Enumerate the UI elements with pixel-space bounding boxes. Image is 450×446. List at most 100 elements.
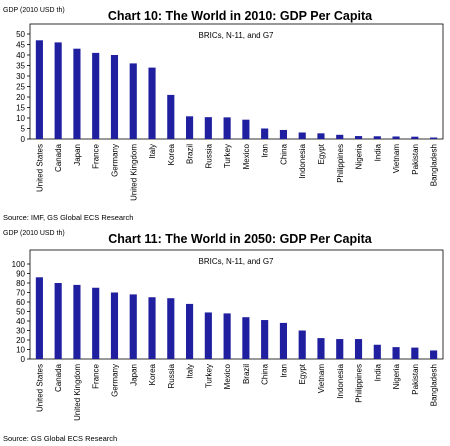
chart-2010-y-tick-label: 5 xyxy=(21,125,26,134)
chart-2050-bar-bangladesh xyxy=(430,350,438,359)
chart-2010-bar-vietnam xyxy=(392,136,400,139)
chart-2050-x-tick-label: Germany xyxy=(110,364,119,397)
chart-2050-bar-egypt xyxy=(298,330,306,359)
chart-2050-bar-china xyxy=(261,320,269,359)
chart-2010-x-tick-label: Pakistan xyxy=(411,144,420,175)
chart-2010-x-tick-label: Russia xyxy=(204,143,213,168)
chart-2050-bar-pakistan xyxy=(411,347,419,359)
chart-2050-bar-france xyxy=(92,287,100,359)
chart-2010-bar-china xyxy=(279,129,287,139)
chart-2010-x-tick-label: France xyxy=(92,143,101,168)
chart-2050-x-tick-label: Brazil xyxy=(242,364,251,384)
chart-2050-x-tick-label: Egypt xyxy=(298,363,307,384)
chart-2050-x-tick-label: Italy xyxy=(186,364,195,379)
chart-2010-bar-iran xyxy=(261,128,269,139)
chart-2010-bar-pakistan xyxy=(411,136,419,139)
chart-2050-x-tick-label: Indonesia xyxy=(336,363,345,398)
chart-2050-y-tick-label: 20 xyxy=(16,336,25,345)
chart-2050-bar-russia xyxy=(167,298,175,359)
chart-2050-y-tick-label: 80 xyxy=(16,279,25,288)
chart-2050-x-tick-label: Bangladesh xyxy=(430,364,439,406)
chart-2050-bar-iran xyxy=(279,322,287,359)
chart-2010-bar-nigeria xyxy=(354,136,363,139)
chart-2050-bar-united-kingdom xyxy=(73,284,81,359)
chart-2050-y-axis-label: GDP (2010 USD th) xyxy=(3,230,65,237)
chart-2010-x-tick-label: Japan xyxy=(73,144,82,166)
chart-2010-y-tick-label: 0 xyxy=(21,135,26,144)
chart-2010-y-tick-label: 45 xyxy=(16,41,25,50)
chart-2050-y-tick-label: 0 xyxy=(21,355,26,364)
chart-2050-x-tick-label: China xyxy=(261,363,270,384)
chart-2010-x-tick-label: Vietnam xyxy=(392,144,401,174)
chart-2050-bar-nigeria xyxy=(392,347,400,360)
chart-2050-y-tick-label: 60 xyxy=(16,298,25,307)
chart-2050-x-tick-label: Iran xyxy=(279,364,288,378)
chart-2050-source-note: Source: GS Global ECS Research xyxy=(3,434,117,443)
chart-2010-y-axis-label: GDP (2010 USD th) xyxy=(3,7,65,14)
chart-2010-bar-france xyxy=(92,52,100,139)
chart-2010-x-tick-label: Egypt xyxy=(317,143,326,164)
chart-2010-y-tick-label: 35 xyxy=(16,62,25,71)
chart-2050-x-tick-label: Philippines xyxy=(355,364,364,403)
chart-2050-y-tick-label: 70 xyxy=(16,289,25,298)
chart-2010-x-tick-label: Iran xyxy=(261,144,270,158)
chart-2010-x-tick-label: Germany xyxy=(110,144,119,177)
chart-2010-bar-united-states xyxy=(35,40,43,139)
chart-2050-title: Chart 11: The World in 2050: GDP Per Cap… xyxy=(108,232,373,246)
chart-2010-x-tick-label: Mexico xyxy=(242,143,251,169)
chart-2010-bar-indonesia xyxy=(298,132,306,139)
chart-2010-bar-italy xyxy=(148,67,156,139)
chart-2010-x-tick-label: Turkey xyxy=(223,144,232,168)
chart-2010-x-tick-label: Brazil xyxy=(186,144,195,164)
chart-2050-y-tick-label: 30 xyxy=(16,327,25,336)
chart-2050-bar-philippines xyxy=(354,339,363,359)
chart-2050-bar-india xyxy=(373,344,381,359)
chart-2050-y-tick-label: 40 xyxy=(16,317,25,326)
chart-2050-bar-mexico xyxy=(223,313,231,359)
chart-2050-x-tick-label: Japan xyxy=(129,364,138,386)
chart-2010-bar-egypt xyxy=(317,133,325,139)
chart-2010-y-tick-label: 40 xyxy=(16,51,25,60)
chart-2050: Chart 11: The World in 2050: GDP Per Cap… xyxy=(3,230,444,443)
chart-2010-bar-germany xyxy=(110,55,119,139)
chart-2010-bar-canada xyxy=(54,42,62,139)
chart-2050-bar-turkey xyxy=(204,312,212,359)
chart-2050-x-tick-label: Canada xyxy=(54,363,63,392)
chart-2010-bar-united-kingdom xyxy=(129,63,137,139)
chart-2050-y-tick-label: 10 xyxy=(16,346,25,355)
chart-2050-y-tick-label: 100 xyxy=(12,260,26,269)
chart-2050-bar-united-states xyxy=(35,277,43,359)
chart-2010-y-tick-label: 10 xyxy=(16,114,25,123)
chart-2050-y-tick-label: 50 xyxy=(16,308,25,317)
chart-2050-bar-italy xyxy=(186,303,194,359)
chart-2010-bar-russia xyxy=(204,117,212,139)
chart-2010-bar-india xyxy=(373,136,381,139)
chart-2050-x-tick-label: Russia xyxy=(167,363,176,388)
chart-2010-x-tick-label: Bangladesh xyxy=(430,144,439,186)
chart-2010-source-note: Source: IMF, GS Global ECS Research xyxy=(3,213,133,222)
chart-2010-bar-bangladesh xyxy=(430,137,438,139)
chart-2010-x-tick-label: United States xyxy=(35,144,44,192)
chart-2010-x-tick-label: Indonesia xyxy=(298,143,307,178)
chart-2050-bar-germany xyxy=(110,292,119,359)
chart-2010-bar-brazil xyxy=(186,116,194,139)
chart-2010-bar-korea xyxy=(167,94,175,139)
chart-2010-y-tick-label: 20 xyxy=(16,93,25,102)
chart-2050-bar-brazil xyxy=(242,317,250,359)
chart-2050-bar-canada xyxy=(54,283,62,359)
chart-2010: Chart 10: The World in 2010: GDP Per Cap… xyxy=(3,7,444,222)
chart-2050-x-tick-label: Turkey xyxy=(204,364,213,388)
chart-2010-bar-philippines xyxy=(336,134,344,139)
chart-2010-x-tick-label: Philippines xyxy=(336,144,345,183)
chart-2050-y-tick-label: 90 xyxy=(16,270,25,279)
chart-2050-plot-frame xyxy=(29,249,444,360)
chart-2010-y-tick-label: 25 xyxy=(16,83,25,92)
chart-2010-plot-frame xyxy=(29,23,444,140)
chart-2050-bar-indonesia xyxy=(336,339,344,359)
chart-2010-x-tick-label: Nigeria xyxy=(355,143,364,169)
chart-2050-x-tick-label: Korea xyxy=(148,363,157,385)
chart-2050-x-tick-label: India xyxy=(373,363,382,381)
chart-2050-bar-korea xyxy=(148,297,156,359)
chart-2010-y-tick-label: 30 xyxy=(16,72,25,81)
